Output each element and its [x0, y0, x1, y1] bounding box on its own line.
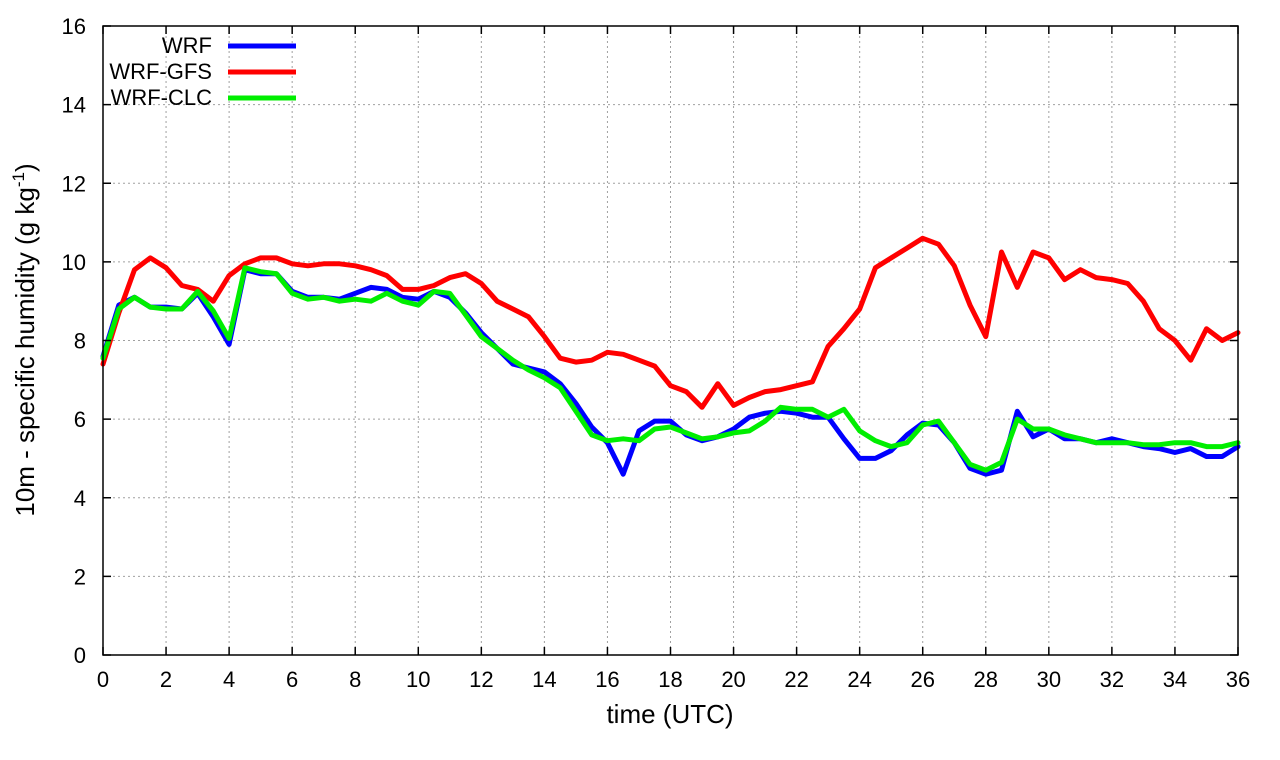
legend-label-wrf-clc: WRF-CLC	[111, 85, 213, 110]
x-tick-label: 30	[1037, 667, 1061, 692]
x-tick-label: 26	[910, 667, 934, 692]
y-tick-label: 10	[62, 250, 86, 275]
x-tick-label: 32	[1100, 667, 1124, 692]
x-axis-label: time (UTC)	[606, 699, 733, 729]
series-line-wrf-gfs	[100, 235, 1241, 410]
x-tick-label: 18	[658, 667, 682, 692]
y-axis-label-close: )	[10, 163, 40, 172]
x-tick-label: 24	[847, 667, 871, 692]
x-tick-label: 34	[1163, 667, 1187, 692]
legend-label-wrf-gfs: WRF-GFS	[109, 59, 212, 84]
x-tick-label: 12	[469, 667, 493, 692]
y-tick-label: 8	[74, 329, 86, 354]
y-tick-label: 0	[74, 643, 86, 668]
x-tick-label: 14	[532, 667, 556, 692]
x-tick-label: 8	[349, 667, 361, 692]
x-tick-label: 10	[406, 667, 430, 692]
series-line-wrf-clc	[100, 265, 1241, 473]
y-tick-label: 2	[74, 564, 86, 589]
x-tick-label: 4	[223, 667, 235, 692]
x-tick-label: 6	[286, 667, 298, 692]
x-tick-label: 28	[974, 667, 998, 692]
series-group	[100, 235, 1241, 477]
y-axis-label-main: 10m - specific humidity (g kg	[10, 187, 40, 516]
x-tick-labels: 0 2 4 6 8 10 12 14 16 18 20 22 24 26 28 30 32 34 36	[97, 667, 1250, 692]
x-tick-label: 22	[784, 667, 808, 692]
y-axis-label-superscript: -1	[9, 172, 28, 187]
x-tick-label: 36	[1226, 667, 1250, 692]
grid	[103, 26, 1238, 655]
y-axis-label: 10m - specific humidity (g kg-1)	[9, 163, 40, 516]
y-tick-label: 16	[62, 14, 86, 39]
y-tick-label: 14	[62, 93, 86, 118]
y-tick-label: 6	[74, 407, 86, 432]
x-tick-label: 2	[160, 667, 172, 692]
y-tick-labels: 0 2 4 6 8 10 12 14 16	[62, 14, 86, 668]
x-tick-label: 0	[97, 667, 109, 692]
x-tick-label: 20	[721, 667, 745, 692]
legend-label-wrf: WRF	[162, 33, 212, 58]
ticks	[102, 25, 1239, 656]
y-tick-label: 12	[62, 171, 86, 196]
y-tick-label: 4	[74, 486, 86, 511]
x-tick-label: 16	[595, 667, 619, 692]
